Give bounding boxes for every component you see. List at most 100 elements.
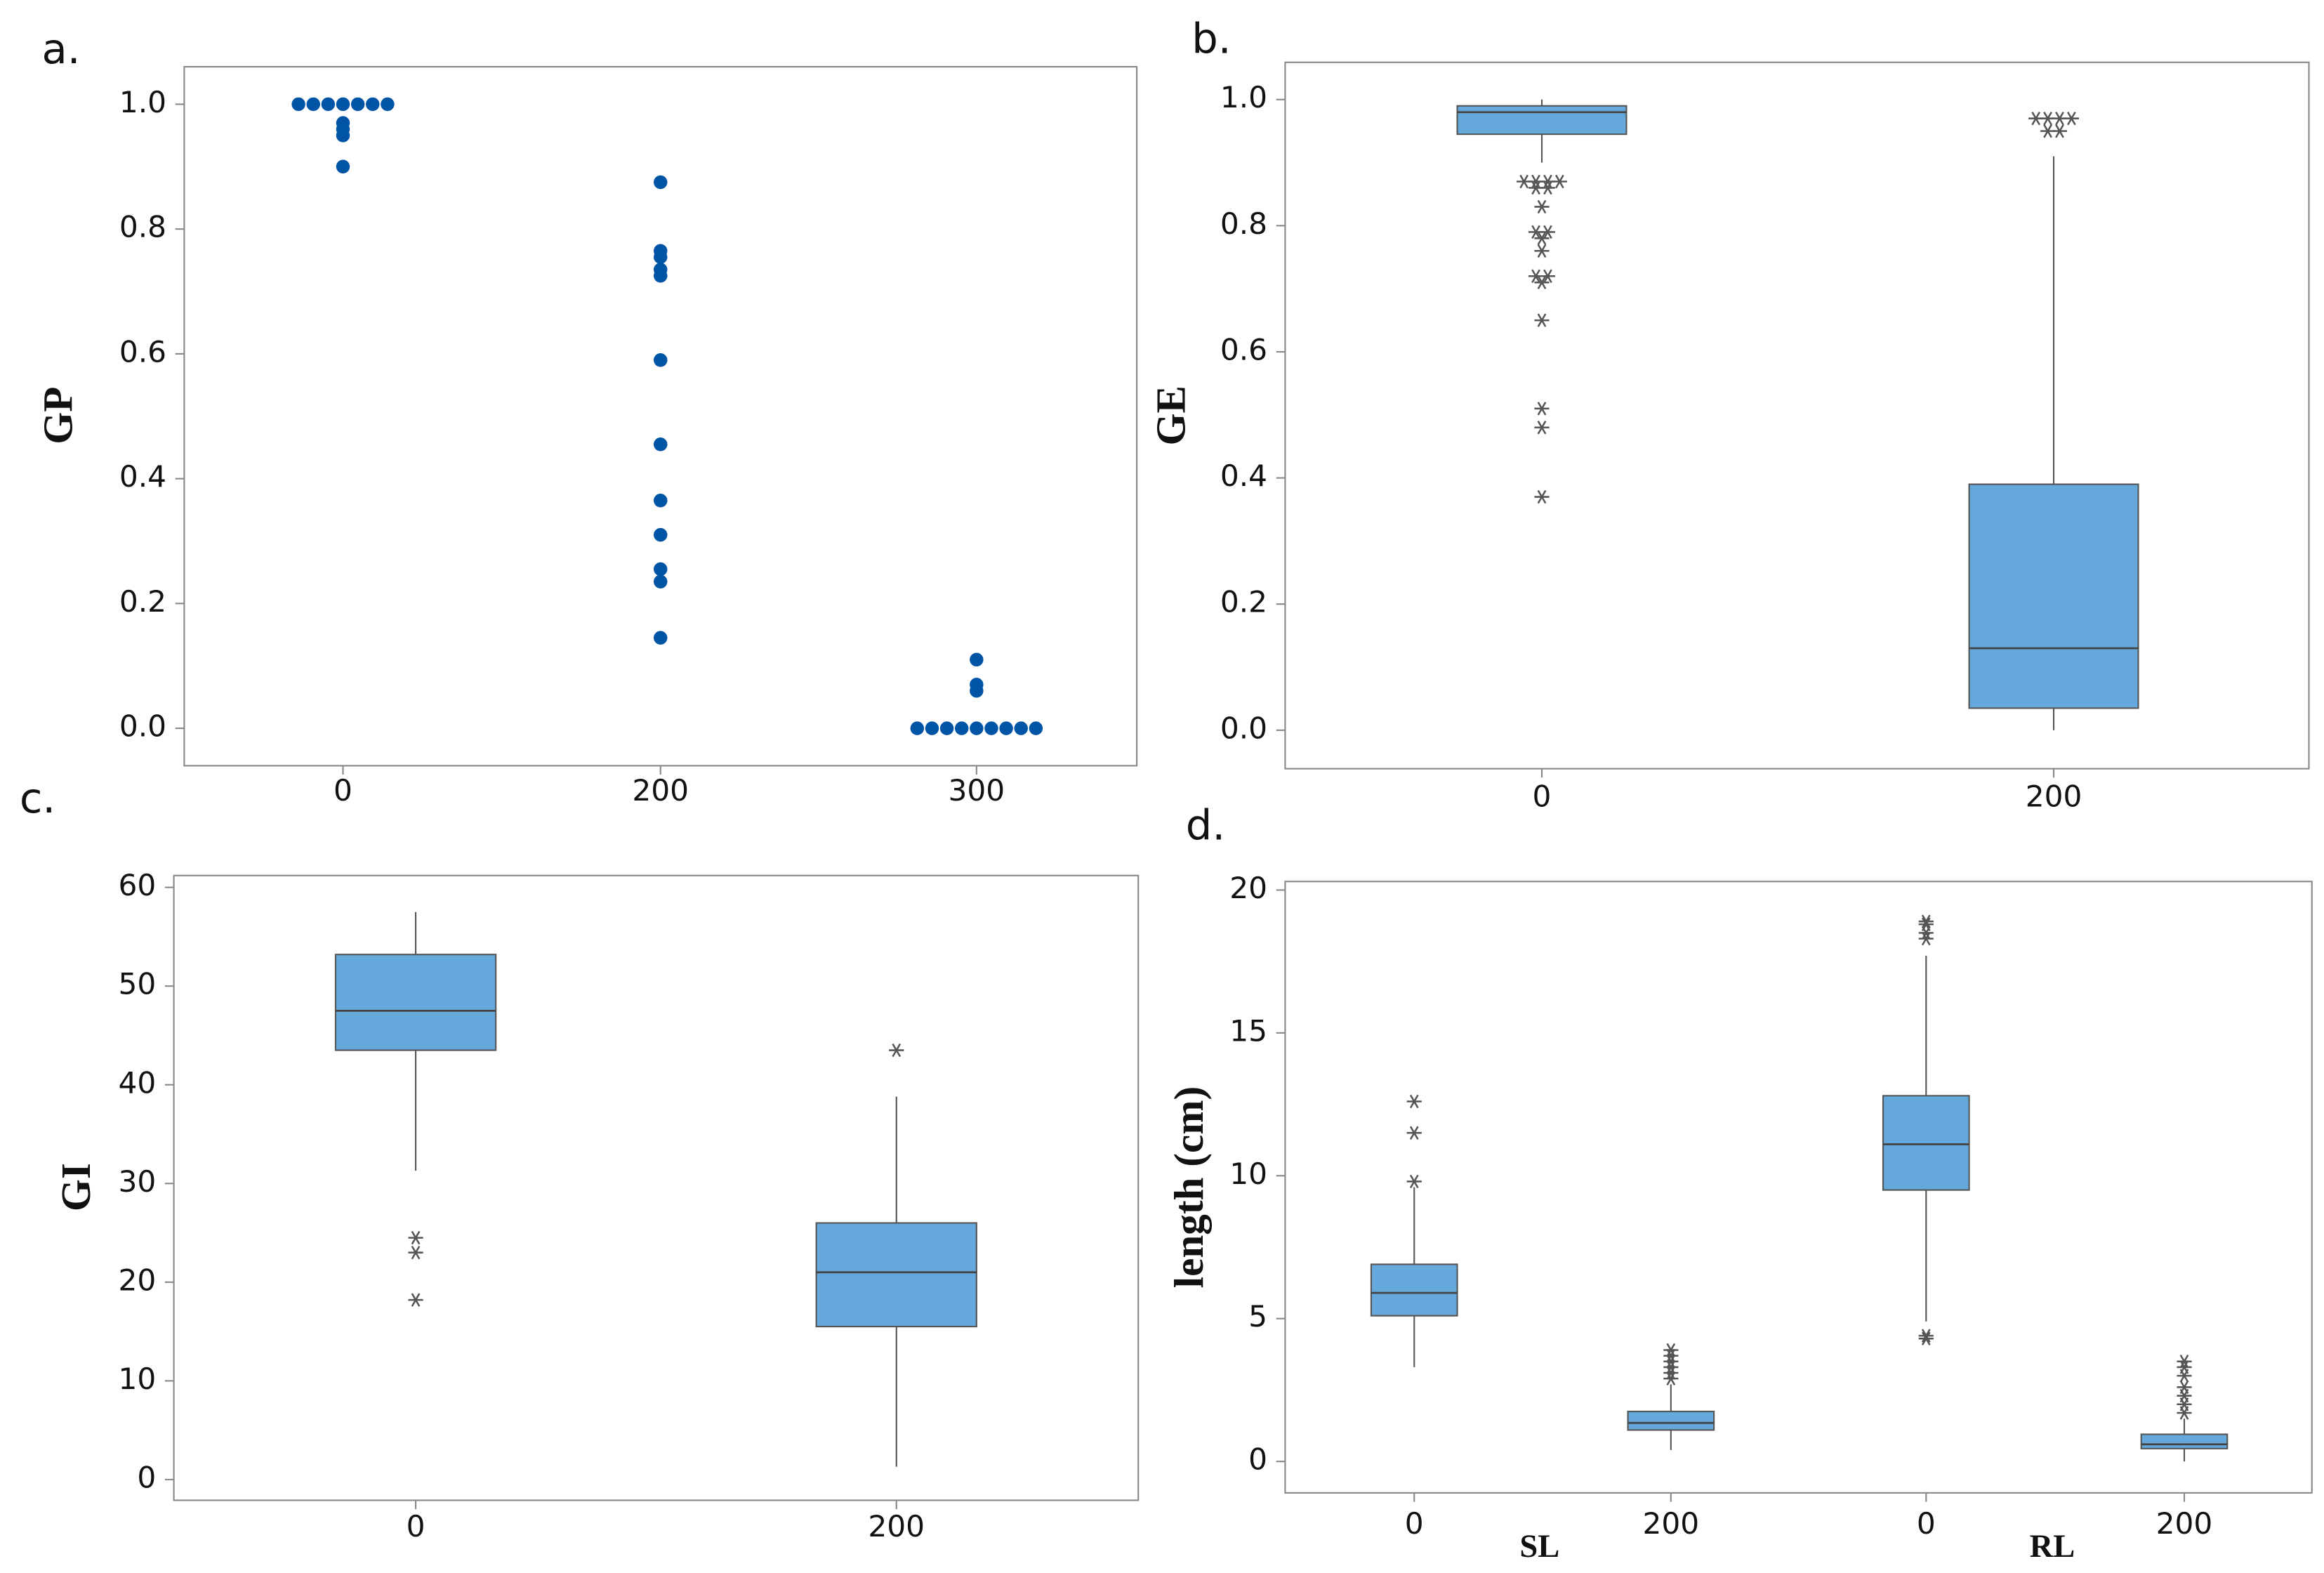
- y-tick-label: 40: [118, 1065, 156, 1100]
- dot: [654, 353, 668, 367]
- outlier: [1540, 269, 1555, 283]
- plot-frame: [1284, 61, 2310, 770]
- dot: [336, 129, 350, 143]
- dot: [910, 721, 925, 735]
- dot: [970, 684, 984, 698]
- y-tick-label: 20: [1229, 871, 1267, 905]
- group-label: RL: [2030, 1529, 2075, 1565]
- outlier: [889, 1043, 904, 1058]
- dot: [654, 250, 668, 264]
- dot: [336, 159, 350, 174]
- dot: [970, 721, 984, 735]
- dot: [654, 527, 668, 542]
- outlier: [1918, 1329, 1934, 1343]
- outlier: [2177, 1397, 2192, 1411]
- dot: [366, 97, 380, 112]
- outlier: [1918, 914, 1934, 928]
- x-tick-label: 0: [1405, 1506, 1424, 1541]
- y-tick-label: 50: [118, 967, 156, 1001]
- y-axis-label: GE: [1148, 386, 1194, 445]
- y-tick-label: 60: [118, 868, 156, 902]
- x-tick-label: 200: [868, 1509, 925, 1544]
- outlier: [1663, 1348, 1679, 1363]
- plot-frame: [173, 874, 1140, 1501]
- outlier: [1918, 917, 1934, 931]
- outlier: [1534, 275, 1550, 289]
- dot: [654, 631, 668, 645]
- outlier: [1534, 489, 1550, 504]
- y-tick-label: 20: [118, 1263, 156, 1297]
- outlier: [1540, 225, 1555, 239]
- outlier: [1534, 244, 1550, 258]
- x-tick-label: 0: [1917, 1506, 1936, 1541]
- y-tick-label: 0.2: [1220, 585, 1267, 619]
- dot: [336, 97, 350, 112]
- y-tick-label: 0: [137, 1460, 156, 1494]
- dot: [984, 721, 998, 735]
- dot: [1014, 721, 1028, 735]
- outlier: [2177, 1360, 2192, 1374]
- dot: [654, 562, 668, 577]
- x-tick-label: 0: [1533, 779, 1552, 813]
- outlier: [408, 1293, 423, 1307]
- dot: [970, 652, 984, 667]
- y-tick-label: 0.6: [119, 334, 166, 369]
- outlier: [408, 1230, 423, 1245]
- panel-label: b.: [1191, 14, 1231, 62]
- dot: [939, 721, 954, 735]
- dot: [999, 721, 1013, 735]
- x-tick-label: 200: [1643, 1506, 1700, 1541]
- outlier: [1663, 1371, 1679, 1386]
- outlier: [1663, 1366, 1679, 1380]
- box: [1627, 1410, 1715, 1431]
- outlier: [408, 1245, 423, 1260]
- x-tick-label: 200: [2026, 779, 2082, 813]
- plot-frame: [183, 66, 1138, 767]
- dot: [654, 269, 668, 283]
- outlier: [1663, 1360, 1679, 1374]
- dot: [654, 574, 668, 588]
- y-tick-label: 0.2: [119, 584, 166, 619]
- y-axis-label: GI: [53, 1163, 99, 1211]
- y-tick-label: 0.0: [1220, 711, 1267, 745]
- x-tick-label: 0: [334, 773, 352, 808]
- outlier: [1406, 1094, 1422, 1109]
- y-axis-label: length (cm): [1166, 1086, 1212, 1289]
- y-tick-label: 30: [118, 1164, 156, 1199]
- y-tick-label: 0.8: [119, 210, 166, 244]
- dot: [291, 97, 305, 112]
- outlier: [1540, 180, 1555, 195]
- x-tick-label: 300: [949, 773, 1005, 808]
- box: [1882, 1095, 1970, 1191]
- y-tick-label: 0.4: [119, 459, 166, 494]
- dot: [1029, 721, 1043, 735]
- outlier: [1918, 931, 1934, 946]
- box: [2140, 1433, 2229, 1449]
- outlier: [2177, 1380, 2192, 1395]
- dot: [306, 97, 320, 112]
- outlier: [1534, 313, 1550, 327]
- dot: [321, 97, 336, 112]
- outlier: [1534, 199, 1550, 214]
- outlier: [1534, 231, 1550, 246]
- plot-frame: [1284, 881, 2313, 1494]
- dot: [381, 97, 395, 112]
- x-tick-label: 0: [407, 1509, 425, 1544]
- y-tick-label: 10: [118, 1362, 156, 1396]
- y-tick-label: 15: [1229, 1013, 1267, 1048]
- dot: [954, 721, 969, 735]
- outlier: [1918, 1331, 1934, 1345]
- outlier: [1534, 421, 1550, 435]
- outlier: [2177, 1369, 2192, 1383]
- outlier: [2052, 124, 2068, 138]
- outlier: [2177, 1388, 2192, 1403]
- x-tick-label: 200: [2156, 1506, 2213, 1541]
- y-tick-label: 0: [1248, 1442, 1267, 1477]
- y-tick-label: 5: [1248, 1299, 1267, 1334]
- y-tick-label: 1.0: [1220, 80, 1267, 114]
- outlier: [1663, 1355, 1679, 1369]
- y-tick-label: 0.8: [1220, 206, 1267, 241]
- x-tick-label: 200: [632, 773, 689, 808]
